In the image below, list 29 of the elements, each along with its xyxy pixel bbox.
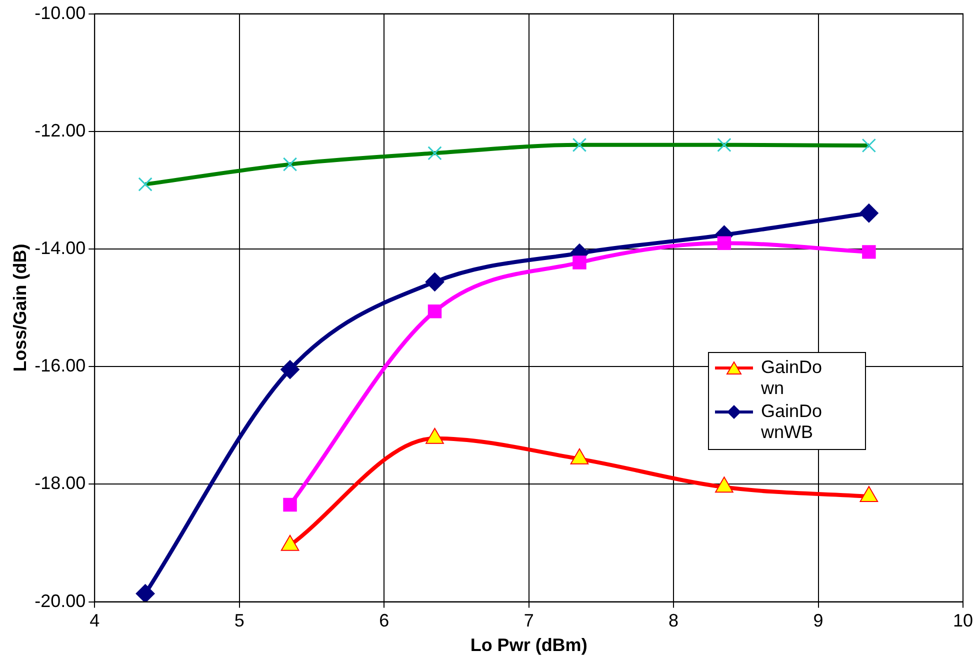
- point: [280, 360, 300, 380]
- point: [425, 272, 444, 292]
- y-tick-label: -12.00: [34, 120, 86, 140]
- point: [136, 584, 155, 602]
- point: [715, 476, 734, 493]
- x-tick-label: 9: [813, 610, 824, 631]
- x-tick-label: 7: [524, 610, 534, 631]
- point: [860, 486, 878, 502]
- x-tick-label: 6: [379, 610, 390, 631]
- legend-label: GainDownWB: [761, 401, 824, 443]
- point: [283, 498, 297, 512]
- x-tick-label: 4: [90, 610, 100, 631]
- point: [862, 245, 876, 259]
- x-tick-label: 5: [234, 610, 244, 631]
- point: [280, 534, 300, 551]
- x-tick-label: 8: [668, 610, 679, 631]
- point: [717, 236, 732, 250]
- point: [859, 204, 878, 223]
- y-tick-label: -18.00: [34, 473, 86, 494]
- y-tick-label: -16.00: [34, 356, 86, 376]
- point: [572, 256, 586, 270]
- point: [428, 304, 442, 318]
- legend-label: GainDown: [761, 357, 824, 399]
- x-axis-title: Lo Pwr (dBm): [470, 635, 588, 656]
- y-axis-title: Loss/Gain (dB): [10, 244, 30, 372]
- y-tick-label: -14.00: [34, 238, 86, 258]
- x-tick-label: 10: [952, 610, 974, 631]
- y-tick-label: -20.00: [34, 590, 86, 611]
- y-tick-label: -10.00: [34, 2, 86, 23]
